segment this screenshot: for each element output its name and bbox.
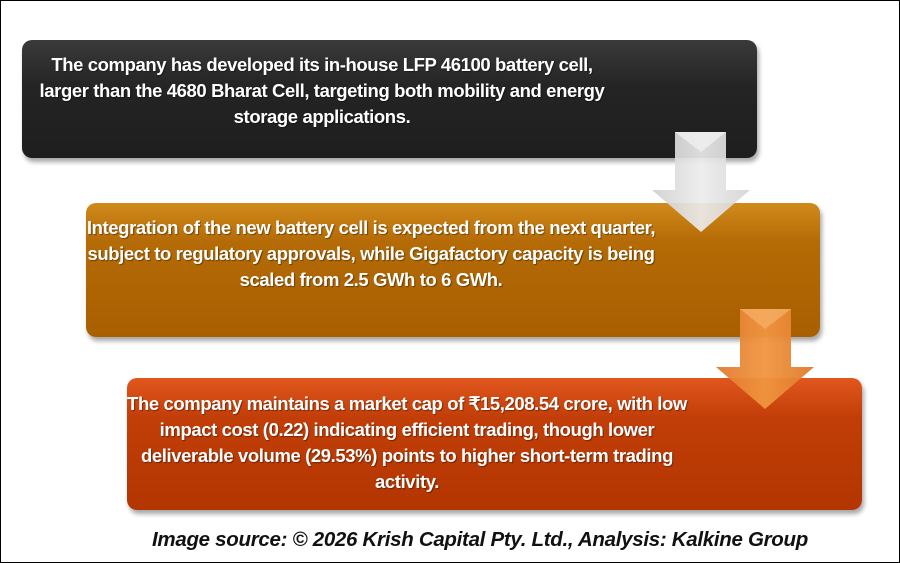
step-text-2: Integration of the new battery cell is e…: [86, 217, 656, 290]
step-box-1: The company has developed its in-house L…: [22, 40, 757, 158]
down-arrow-icon: [716, 309, 814, 409]
step-box-3: The company maintains a market cap of ₹1…: [127, 378, 862, 510]
step-box-2: Integration of the new battery cell is e…: [86, 203, 820, 337]
step-text-3: The company maintains a market cap of ₹1…: [127, 393, 687, 492]
down-arrow-icon: [652, 132, 750, 232]
image-source-caption: Image source: © 2026 Krish Capital Pty. …: [152, 528, 808, 551]
step-text-1: The company has developed its in-house L…: [39, 54, 605, 127]
